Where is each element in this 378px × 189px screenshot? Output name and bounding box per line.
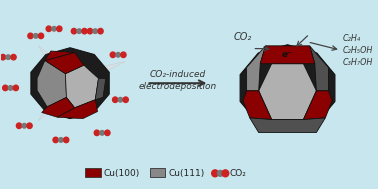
Polygon shape: [95, 78, 106, 100]
Circle shape: [105, 130, 110, 136]
Text: CO₂-induced: CO₂-induced: [150, 70, 206, 79]
Text: C₂H₅OH: C₂H₅OH: [342, 46, 373, 55]
Circle shape: [94, 130, 99, 136]
Polygon shape: [37, 60, 67, 107]
Polygon shape: [240, 45, 335, 131]
Polygon shape: [304, 91, 332, 119]
Text: CO₂: CO₂: [229, 169, 246, 178]
Circle shape: [59, 138, 63, 142]
Circle shape: [71, 28, 77, 34]
Circle shape: [98, 28, 103, 34]
Polygon shape: [65, 65, 98, 108]
Circle shape: [13, 85, 19, 91]
Polygon shape: [57, 100, 98, 119]
Circle shape: [110, 52, 116, 57]
Circle shape: [218, 170, 223, 176]
Circle shape: [123, 97, 128, 102]
Circle shape: [46, 26, 51, 32]
Circle shape: [34, 34, 38, 38]
Text: e⁻: e⁻: [282, 50, 293, 59]
Circle shape: [0, 54, 6, 60]
Text: CO₂: CO₂: [234, 32, 252, 42]
Text: Cu(100): Cu(100): [104, 169, 140, 178]
FancyBboxPatch shape: [150, 168, 166, 177]
Polygon shape: [310, 46, 328, 91]
Polygon shape: [259, 64, 316, 119]
Circle shape: [53, 137, 58, 143]
Circle shape: [82, 28, 87, 34]
Circle shape: [212, 170, 218, 177]
Polygon shape: [84, 61, 125, 79]
Text: C₂H₄: C₂H₄: [342, 34, 361, 43]
FancyBboxPatch shape: [85, 168, 101, 177]
Circle shape: [6, 55, 11, 60]
Polygon shape: [45, 52, 84, 74]
Circle shape: [27, 123, 32, 129]
Polygon shape: [260, 46, 315, 64]
Circle shape: [121, 52, 126, 57]
Circle shape: [11, 54, 16, 60]
Circle shape: [3, 85, 8, 91]
Circle shape: [77, 29, 81, 33]
Circle shape: [16, 123, 22, 129]
Polygon shape: [31, 48, 109, 119]
Polygon shape: [246, 46, 265, 91]
Circle shape: [93, 29, 98, 33]
Text: electrodeposition: electrodeposition: [139, 82, 217, 91]
Circle shape: [222, 170, 229, 177]
Circle shape: [52, 26, 56, 31]
Circle shape: [38, 33, 43, 39]
Circle shape: [116, 53, 120, 57]
Polygon shape: [250, 118, 325, 132]
Circle shape: [28, 33, 33, 39]
Text: C₃H₇OH: C₃H₇OH: [342, 58, 373, 67]
Circle shape: [87, 28, 93, 34]
Circle shape: [22, 123, 26, 128]
Circle shape: [8, 86, 13, 90]
Polygon shape: [42, 97, 74, 117]
Polygon shape: [38, 46, 65, 72]
Circle shape: [64, 137, 69, 143]
Text: Cu(111): Cu(111): [168, 169, 204, 178]
Circle shape: [100, 131, 104, 135]
Circle shape: [118, 98, 122, 102]
Polygon shape: [38, 95, 65, 121]
Polygon shape: [45, 51, 74, 60]
Circle shape: [57, 26, 62, 32]
Circle shape: [113, 97, 118, 102]
Polygon shape: [243, 91, 272, 119]
